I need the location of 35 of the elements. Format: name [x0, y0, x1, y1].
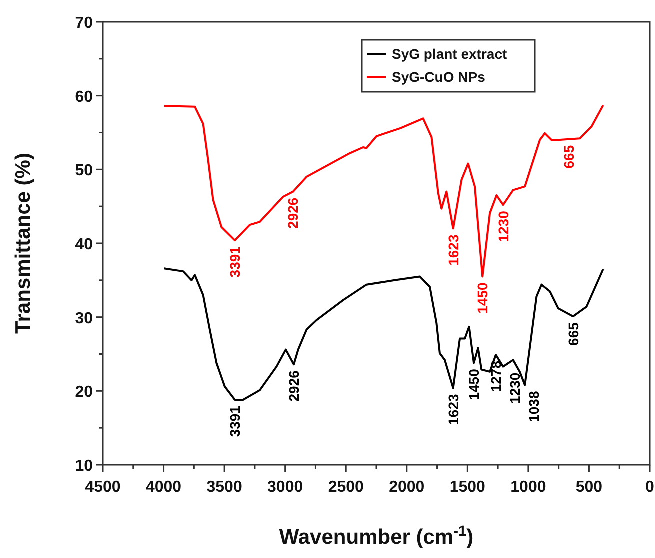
- annotation: 1623: [445, 394, 462, 426]
- x-tick-label: 4500: [85, 479, 121, 496]
- annotation: 3391: [227, 406, 244, 438]
- x-tick-label: 1000: [510, 479, 546, 496]
- x-tick-label: 3000: [268, 479, 304, 496]
- x-tick-label: 4000: [146, 479, 182, 496]
- y-tick-label: 50: [75, 162, 94, 180]
- annotation: 1450: [474, 282, 491, 314]
- y-tick-label: 10: [75, 458, 94, 475]
- x-tick-label: 3500: [206, 479, 242, 496]
- annotation: 3391: [227, 246, 244, 278]
- x-tick-label: 2000: [389, 479, 425, 496]
- y-tick-label: 40: [75, 236, 94, 254]
- annotation: 665: [561, 145, 578, 169]
- annotation: 1038: [526, 391, 542, 422]
- x-tick-label: 2500: [328, 479, 364, 496]
- line-series: [163, 104, 604, 278]
- annotation: 665: [565, 322, 582, 346]
- annotation: 2926: [285, 198, 302, 229]
- annotation: 1450: [466, 368, 482, 400]
- legend-label: SyG plant extract: [392, 46, 508, 62]
- y-tick-label: 30: [75, 310, 94, 328]
- x-axis-title: Wavenumber (cm$^{-1}$): [279, 524, 474, 549]
- x-tick-label: 1500: [450, 479, 486, 496]
- annotation: 2926: [286, 370, 302, 402]
- x-tick-label: 0: [646, 479, 655, 496]
- y-tick-label: 20: [75, 384, 94, 402]
- y-axis-title: Transmittance (%): [12, 153, 35, 334]
- annotation: 1230: [495, 210, 512, 242]
- annotation: 1230: [506, 372, 523, 404]
- x-tick-label: 500: [576, 479, 603, 496]
- legend-label: SyG-CuO NPs: [392, 69, 486, 85]
- y-tick-label: 60: [75, 88, 94, 106]
- annotation: 1623: [445, 234, 462, 266]
- y-tick-label: 70: [75, 15, 94, 32]
